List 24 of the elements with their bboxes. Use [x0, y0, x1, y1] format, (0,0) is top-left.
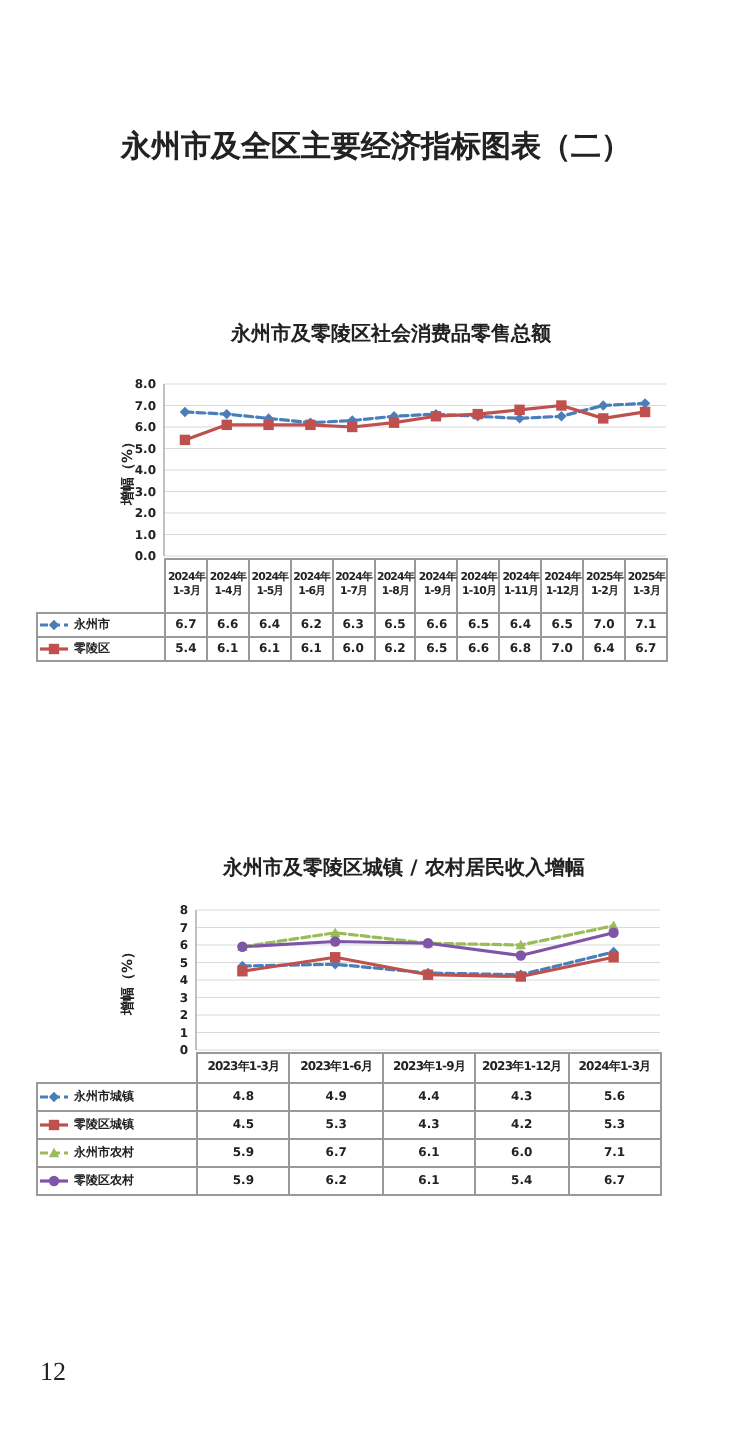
point: [221, 419, 232, 431]
point: [330, 927, 341, 937]
point: [388, 417, 400, 428]
point: [639, 406, 651, 418]
point: [515, 939, 526, 950]
point: [598, 400, 609, 411]
point: [608, 952, 619, 963]
point: [515, 950, 526, 961]
point: [598, 413, 609, 424]
point: [608, 927, 619, 938]
point: [221, 408, 232, 420]
chart-title: 永州市及零陵区社会消费品零售总额: [229, 322, 553, 346]
point: [263, 419, 274, 431]
point: [330, 936, 341, 947]
chart-title: 永州市及零陵区城镇 / 农村居民收入增幅: [221, 856, 585, 880]
point: [179, 434, 191, 446]
point: [556, 400, 567, 411]
text: 12: [40, 1356, 66, 1386]
text: 永州市及全区主要经济指标图表（二）: [119, 128, 631, 164]
point: [514, 404, 525, 415]
point: [556, 411, 567, 422]
point: [237, 966, 248, 977]
point: [347, 421, 358, 433]
point: [330, 952, 341, 963]
